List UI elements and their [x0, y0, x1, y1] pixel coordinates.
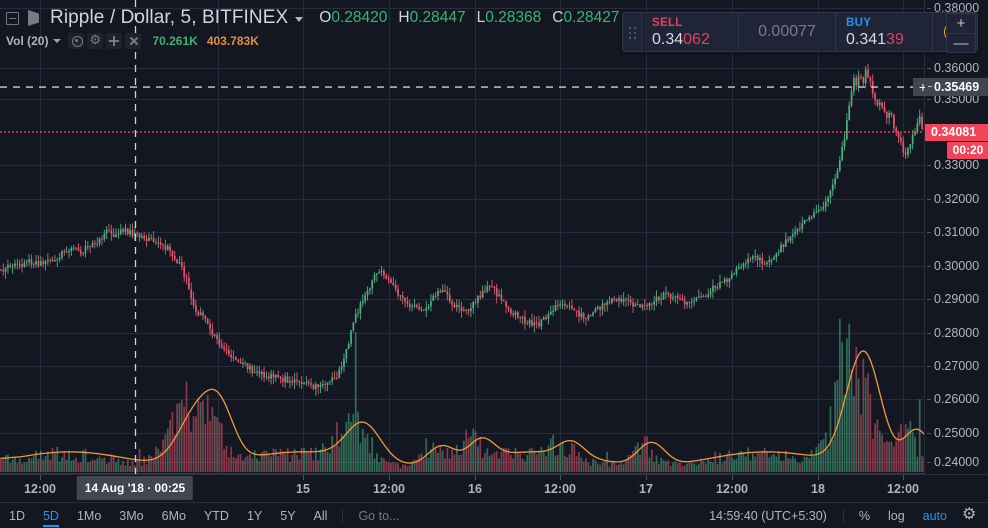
chart-canvas[interactable]	[0, 0, 924, 474]
panel-divider	[835, 13, 836, 51]
time-tick: 12:00	[716, 482, 748, 496]
price-tick: 0.27000	[925, 359, 988, 374]
buy-price-tail: 39	[886, 30, 904, 48]
toolbar-divider	[342, 508, 344, 523]
price-tick: 0.32000	[925, 192, 988, 207]
time-scale[interactable]: 12:00 15 12:00 16 12:00 17 12:00 18 12:00 14 Aug …	[0, 474, 988, 502]
auto-scale-button[interactable]: auto	[922, 508, 947, 523]
time-tick: 12:00	[373, 482, 405, 496]
zoom-controls[interactable]: + —	[946, 13, 976, 53]
range-button-5d[interactable]: 5D	[34, 503, 68, 528]
buy-price: 0.34139	[846, 30, 920, 49]
percent-scale-button[interactable]: %	[858, 508, 870, 523]
sell-label: SELL	[652, 16, 683, 29]
last-price-label: 0.34081	[925, 124, 988, 142]
time-tick: 12:00	[24, 482, 56, 496]
chart-series	[0, 63, 924, 474]
crosshair-price-label: 0.35469	[925, 78, 988, 97]
spread-value: 0.00077	[758, 23, 816, 40]
go-to-button[interactable]: Go to...	[358, 508, 400, 523]
sell-price: 0.34062	[652, 30, 726, 49]
price-tick: 0.36000	[925, 61, 988, 76]
price-tick: 0.28000	[925, 326, 988, 341]
buy-button[interactable]: BUY 0.34139	[836, 13, 932, 51]
range-button-ytd[interactable]: YTD	[203, 508, 229, 523]
zoom-out-button[interactable]: —	[947, 33, 975, 52]
sell-price-tail: 062	[683, 30, 710, 48]
time-notch	[389, 475, 390, 480]
price-tick: 0.38000	[925, 1, 988, 16]
toolbar-right-group: 14:59:40 (UTC+5:30) % log auto	[699, 503, 988, 528]
price-tick: 0.25000	[925, 426, 988, 441]
price-tick: 0.30000	[925, 259, 988, 274]
drag-handle-icon[interactable]	[623, 13, 641, 51]
time-notch	[560, 475, 561, 480]
toolbar-divider	[842, 508, 844, 523]
time-tick: 15	[296, 482, 310, 496]
buy-label: BUY	[846, 16, 872, 29]
panel-divider	[932, 13, 933, 51]
buy-price-main: 0.341	[846, 30, 887, 48]
sell-price-main: 0.34	[652, 30, 684, 48]
chart-overlay	[0, 0, 924, 474]
range-button-5y[interactable]: 5Y	[280, 508, 296, 523]
range-button-1mo[interactable]: 1Mo	[76, 508, 102, 523]
price-tick: 0.26000	[925, 392, 988, 407]
zoom-in-button[interactable]: +	[956, 15, 966, 32]
time-notch	[40, 475, 41, 480]
range-button-3mo[interactable]: 3Mo	[119, 508, 144, 523]
time-notch	[646, 475, 647, 480]
price-tick: 0.31000	[925, 225, 988, 240]
buy-sell-panel[interactable]: SELL 0.34062 0.00077 BUY 0.34139 i	[622, 12, 978, 52]
time-notch	[732, 475, 733, 480]
log-scale-button[interactable]: log	[887, 508, 905, 523]
clock-display: 14:59:40 (UTC+5:30)	[709, 508, 827, 523]
time-tick: 16	[468, 482, 482, 496]
price-tick: 0.33000	[925, 158, 988, 173]
time-tick: 18	[811, 482, 825, 496]
countdown-timer: 00:20	[947, 142, 988, 160]
gear-icon[interactable]	[962, 504, 980, 525]
time-notch	[475, 475, 476, 480]
price-tick: 0.29000	[925, 292, 988, 307]
bottom-toolbar: 1D 5D 1Mo 3Mo 6Mo YTD 1Y 5Y All Go to... 14:59:4…	[0, 502, 988, 528]
range-button-1d[interactable]: 1D	[9, 508, 25, 523]
panel-divider	[738, 13, 739, 51]
crosshair-time-label: 14 Aug '18 · 00:25	[76, 476, 194, 500]
price-tick: 0.24000	[925, 455, 988, 470]
price-scale[interactable]: 0.38000 0.36000 0.35000 0.33000 0.32000 0.310…	[913, 0, 988, 474]
range-button-6mo[interactable]: 6Mo	[161, 508, 186, 523]
time-notch	[903, 475, 904, 480]
time-tick: 12:00	[544, 482, 576, 496]
time-notch	[303, 475, 304, 480]
time-tick: 17	[639, 482, 653, 496]
time-notch	[818, 475, 819, 480]
time-tick: 12:00	[887, 482, 919, 496]
sell-button[interactable]: SELL 0.34062	[642, 13, 738, 51]
range-button-1y[interactable]: 1Y	[246, 508, 263, 523]
range-button-all[interactable]: All	[313, 508, 328, 523]
panel-divider	[641, 13, 642, 51]
